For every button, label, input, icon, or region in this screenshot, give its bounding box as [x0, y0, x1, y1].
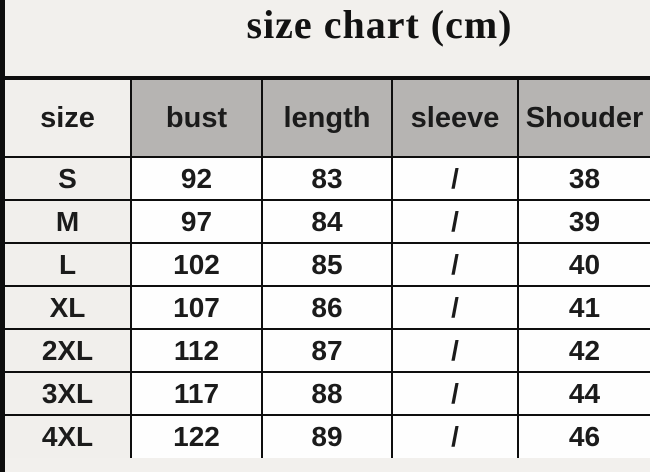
sleeve-value: /: [391, 199, 519, 244]
header-cell-size: size: [5, 77, 132, 158]
bust-value: 97: [130, 199, 263, 244]
length-value: 88: [261, 371, 393, 416]
table-row-3xl: 3XL 117 88 / 44: [5, 371, 650, 416]
size-label: 4XL: [5, 414, 132, 458]
length-value: 87: [261, 328, 393, 373]
page-title: size chart (cm): [246, 2, 513, 47]
sleeve-value: /: [391, 371, 519, 416]
header-cell-length: length: [261, 77, 393, 158]
table-row-s: S 92 83 / 38: [5, 156, 650, 201]
size-chart-table: size bust length sleeve Shouder S 92 83 …: [5, 76, 650, 458]
bust-value: 92: [130, 156, 263, 201]
size-label: XL: [5, 285, 132, 330]
length-value: 85: [261, 242, 393, 287]
bust-value: 102: [130, 242, 263, 287]
size-label: L: [5, 242, 132, 287]
header-cell-sleeve: sleeve: [391, 77, 519, 158]
length-value: 86: [261, 285, 393, 330]
length-value: 89: [261, 414, 393, 458]
table-row-4xl: 4XL 122 89 / 46: [5, 414, 650, 458]
shoulder-value: 42: [517, 328, 650, 373]
sleeve-value: /: [391, 156, 519, 201]
length-value: 84: [261, 199, 393, 244]
length-value: 83: [261, 156, 393, 201]
table-row-xl: XL 107 86 / 41: [5, 285, 650, 330]
bust-value: 107: [130, 285, 263, 330]
table-row-2xl: 2XL 112 87 / 42: [5, 328, 650, 373]
bust-value: 112: [130, 328, 263, 373]
size-label: 3XL: [5, 371, 132, 416]
bust-value: 122: [130, 414, 263, 458]
table-row-m: M 97 84 / 39: [5, 199, 650, 244]
size-label: M: [5, 199, 132, 244]
sleeve-value: /: [391, 414, 519, 458]
shoulder-value: 41: [517, 285, 650, 330]
header-cell-shoulder: Shouder: [517, 77, 650, 158]
shoulder-value: 44: [517, 371, 650, 416]
table-row-l: L 102 85 / 40: [5, 242, 650, 287]
size-label: S: [5, 156, 132, 201]
shoulder-value: 38: [517, 156, 650, 201]
shoulder-value: 39: [517, 199, 650, 244]
sleeve-value: /: [391, 285, 519, 330]
header-row: size bust length sleeve Shouder: [5, 77, 650, 158]
header-cell-bust: bust: [130, 77, 263, 158]
size-label: 2XL: [5, 328, 132, 373]
bust-value: 117: [130, 371, 263, 416]
shoulder-value: 46: [517, 414, 650, 458]
shoulder-value: 40: [517, 242, 650, 287]
sleeve-value: /: [391, 328, 519, 373]
sleeve-value: /: [391, 242, 519, 287]
